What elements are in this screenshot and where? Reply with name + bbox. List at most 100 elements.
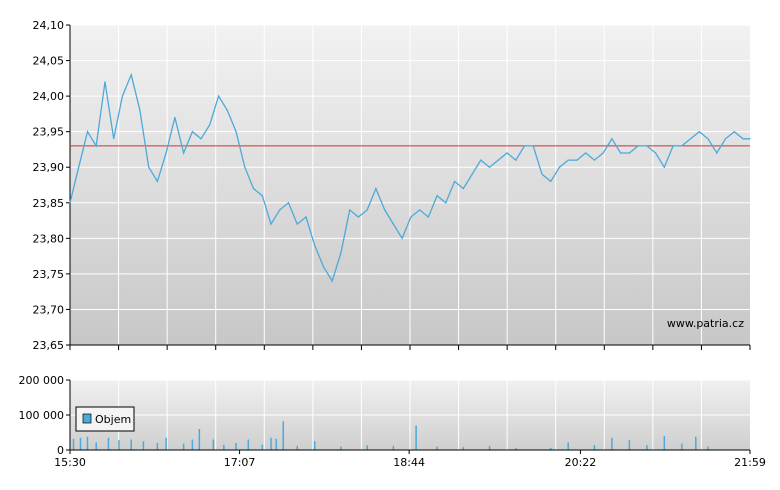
price-point bbox=[200, 138, 202, 140]
price-point bbox=[366, 209, 368, 211]
price-point bbox=[174, 116, 176, 119]
price-point bbox=[620, 152, 622, 154]
price-point bbox=[392, 223, 394, 225]
price-point bbox=[445, 202, 447, 204]
volume-bar bbox=[628, 440, 631, 450]
price-point bbox=[480, 159, 482, 161]
price-y-tick-label: 23,95 bbox=[33, 126, 65, 139]
volume-bar bbox=[95, 442, 97, 450]
price-point bbox=[646, 145, 648, 147]
volume-bar bbox=[165, 437, 167, 450]
price-y-tick-label: 23,80 bbox=[33, 232, 65, 245]
volume-bar bbox=[462, 447, 465, 450]
price-point bbox=[436, 195, 438, 197]
price-y-tick-label: 23,65 bbox=[33, 339, 65, 352]
price-point bbox=[724, 138, 727, 140]
price-point bbox=[279, 209, 281, 211]
price-point bbox=[576, 159, 578, 161]
price-point bbox=[523, 145, 526, 147]
volume-legend: Objem bbox=[75, 406, 135, 432]
volume-bar bbox=[415, 425, 417, 450]
price-point bbox=[637, 145, 639, 147]
volume-bar bbox=[191, 439, 194, 450]
legend-swatch bbox=[82, 413, 92, 424]
price-point bbox=[462, 187, 464, 190]
price-point bbox=[148, 166, 150, 168]
volume-bar bbox=[142, 441, 145, 450]
price-point bbox=[558, 166, 561, 168]
volume-bar bbox=[130, 439, 132, 450]
x-tick-label: 15:30 bbox=[54, 456, 86, 469]
volume-bar bbox=[392, 445, 395, 450]
price-y-tick-label: 24,10 bbox=[33, 19, 65, 32]
volume-bar bbox=[282, 421, 285, 450]
price-y-tick-label: 23,70 bbox=[33, 303, 65, 316]
price-point bbox=[322, 266, 325, 268]
volume-bars bbox=[72, 421, 709, 450]
volume-bar bbox=[593, 445, 596, 450]
price-y-tick-label: 23,90 bbox=[33, 161, 65, 174]
price-point bbox=[130, 74, 132, 76]
price-point bbox=[628, 152, 630, 154]
price-points bbox=[69, 74, 751, 282]
price-point bbox=[314, 244, 316, 247]
price-point bbox=[427, 216, 429, 218]
price-point bbox=[165, 152, 167, 154]
price-point bbox=[497, 159, 499, 161]
price-point bbox=[226, 109, 228, 111]
price-point bbox=[209, 123, 211, 126]
price-point bbox=[191, 131, 193, 133]
volume-bar bbox=[515, 447, 517, 450]
price-x-tick-marks bbox=[69, 345, 751, 350]
price-point bbox=[419, 209, 421, 211]
volume-bar bbox=[436, 446, 438, 450]
volume-bar bbox=[340, 446, 342, 450]
price-point bbox=[689, 138, 692, 140]
price-vertical-grid bbox=[118, 25, 702, 345]
price-point bbox=[733, 131, 735, 133]
price-panel: 23,65 23,70 23,75 23,80 23,85 23,90 23,95 24,00… bbox=[33, 19, 751, 352]
volume-bar bbox=[488, 445, 491, 450]
price-point bbox=[261, 195, 263, 197]
price-y-tick-label: 24,00 bbox=[33, 90, 65, 103]
price-y-tick-label: 23,75 bbox=[33, 268, 65, 281]
volume-bar bbox=[223, 444, 225, 450]
price-point bbox=[244, 166, 246, 168]
price-point bbox=[471, 173, 473, 175]
price-point bbox=[515, 159, 517, 161]
price-point bbox=[716, 152, 718, 154]
price-point bbox=[567, 159, 569, 161]
volume-bar bbox=[366, 445, 368, 450]
price-point bbox=[349, 209, 351, 211]
price-point bbox=[550, 180, 552, 183]
volume-bar bbox=[695, 436, 697, 450]
price-point bbox=[506, 152, 508, 154]
x-tick-label: 20:22 bbox=[565, 456, 597, 469]
volume-bar bbox=[663, 436, 666, 450]
price-point bbox=[121, 95, 124, 97]
price-point bbox=[95, 145, 97, 147]
volume-bar bbox=[261, 444, 264, 450]
price-point bbox=[156, 180, 159, 183]
price-point bbox=[672, 145, 674, 147]
volume-y-tick-labels: 0 100 000 200 000 bbox=[19, 374, 70, 457]
x-tick-label: 21:59 bbox=[734, 456, 766, 469]
price-point bbox=[270, 223, 272, 225]
price-point bbox=[541, 173, 543, 175]
legend-label: Objem bbox=[95, 413, 131, 426]
volume-bar bbox=[182, 443, 185, 450]
x-tick-label: 17:07 bbox=[224, 456, 256, 469]
price-point bbox=[410, 216, 412, 218]
price-point bbox=[401, 237, 403, 239]
volume-bar bbox=[567, 442, 569, 450]
price-y-tick-label: 24,05 bbox=[33, 55, 65, 68]
price-point bbox=[488, 166, 491, 168]
price-point bbox=[707, 138, 709, 140]
price-point bbox=[235, 131, 237, 133]
volume-bar bbox=[313, 441, 316, 450]
price-point bbox=[742, 138, 744, 140]
price-point bbox=[749, 138, 751, 140]
price-point bbox=[217, 95, 220, 97]
price-point bbox=[252, 187, 255, 190]
